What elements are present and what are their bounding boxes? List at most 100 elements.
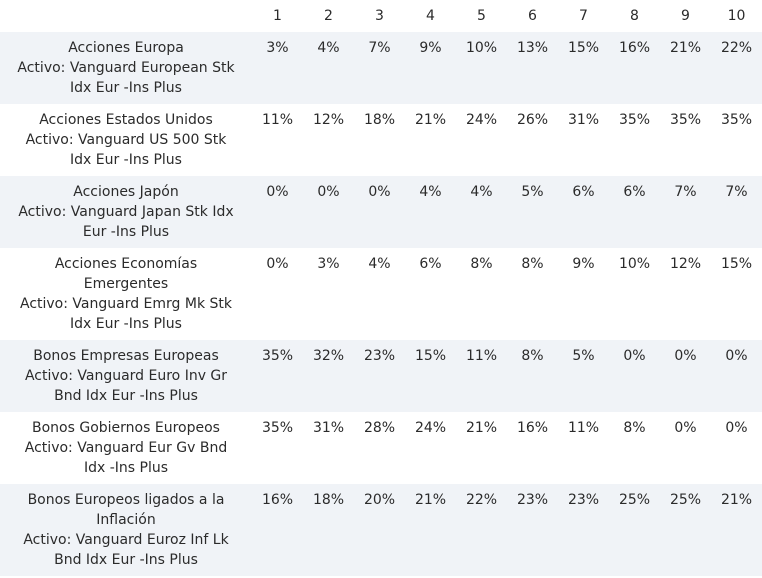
value-cell: 35% <box>252 340 303 412</box>
value-cell: 24% <box>414 420 447 436</box>
value-cell: 11% <box>456 340 507 412</box>
value-cell: 23% <box>507 484 558 576</box>
value-cell: 0% <box>674 420 697 436</box>
value-cell: 23% <box>354 340 405 412</box>
value-cell: 16% <box>609 32 660 104</box>
table-row: Acciones Japón Activo: Vanguard Japan Stk… <box>0 176 762 248</box>
value-cell: 0% <box>711 340 762 412</box>
value-cell: 16% <box>516 420 549 436</box>
column-header: 10 <box>727 8 746 24</box>
value-cell: 22% <box>711 32 762 104</box>
header-row: 1 2 3 4 5 6 7 8 9 10 <box>0 0 762 32</box>
value-cell: 21% <box>465 420 498 436</box>
value-cell: 26% <box>516 112 549 128</box>
value-cell: 4% <box>456 176 507 248</box>
asset-name: Acciones Economías Emergentes <box>54 256 198 292</box>
value-cell: 9% <box>405 32 456 104</box>
value-cell: 25% <box>609 484 660 576</box>
value-cell: 32% <box>303 340 354 412</box>
asset-name: Acciones Europa <box>68 40 184 56</box>
table-row: Bonos Europeos ligados a la Inflación Act… <box>0 484 762 576</box>
asset-fund: Activo: Vanguard Emrg Mk Stk Idx Eur -In… <box>19 296 232 332</box>
asset-cell: Acciones Japón Activo: Vanguard Japan Stk… <box>0 176 252 248</box>
value-cell: 31% <box>567 112 600 128</box>
value-cell: 28% <box>363 420 396 436</box>
header-corner <box>0 0 252 32</box>
value-cell: 0% <box>252 176 303 248</box>
table-row: Acciones Economías Emergentes Activo: Van… <box>0 248 762 340</box>
column-header: 1 <box>273 8 282 24</box>
value-cell: 7% <box>711 176 762 248</box>
value-cell: 15% <box>720 256 753 272</box>
value-cell: 8% <box>470 256 493 272</box>
value-cell: 3% <box>252 32 303 104</box>
value-cell: 12% <box>312 112 345 128</box>
column-header: 8 <box>630 8 639 24</box>
table-row: Bonos Empresas Europeas Activo: Vanguard … <box>0 340 762 412</box>
column-header: 5 <box>477 8 486 24</box>
value-cell: 0% <box>660 340 711 412</box>
value-cell: 9% <box>572 256 595 272</box>
asset-fund: Activo: Vanguard Japan Stk Idx Eur -Ins … <box>18 204 234 240</box>
asset-name: Acciones Japón <box>73 184 179 200</box>
value-cell: 8% <box>507 340 558 412</box>
value-cell: 18% <box>363 112 396 128</box>
value-cell: 7% <box>354 32 405 104</box>
value-cell: 5% <box>558 340 609 412</box>
value-cell: 35% <box>261 420 294 436</box>
value-cell: 5% <box>507 176 558 248</box>
value-cell: 18% <box>303 484 354 576</box>
asset-cell: Bonos Empresas Europeas Activo: Vanguard … <box>0 340 252 412</box>
table-row: Acciones Estados Unidos Activo: Vanguard … <box>0 104 762 176</box>
asset-name: Bonos Empresas Europeas <box>33 348 219 364</box>
value-cell: 35% <box>618 112 651 128</box>
value-cell: 8% <box>623 420 646 436</box>
column-header: 7 <box>579 8 588 24</box>
value-cell: 15% <box>405 340 456 412</box>
asset-cell: Bonos Gobiernos Europeos Activo: Vanguard… <box>0 412 252 484</box>
value-cell: 0% <box>303 176 354 248</box>
asset-cell: Acciones Economías Emergentes Activo: Van… <box>0 248 252 340</box>
value-cell: 6% <box>558 176 609 248</box>
value-cell: 15% <box>558 32 609 104</box>
value-cell: 23% <box>558 484 609 576</box>
value-cell: 21% <box>711 484 762 576</box>
asset-name: Bonos Gobiernos Europeos <box>32 420 220 436</box>
column-header: 2 <box>324 8 333 24</box>
column-header: 9 <box>681 8 690 24</box>
value-cell: 16% <box>252 484 303 576</box>
asset-fund: Activo: Vanguard US 500 Stk Idx Eur -Ins… <box>25 132 227 168</box>
table-row: Acciones Europa Activo: Vanguard European… <box>0 32 762 104</box>
value-cell: 0% <box>725 420 748 436</box>
value-cell: 21% <box>405 484 456 576</box>
value-cell: 21% <box>660 32 711 104</box>
value-cell: 4% <box>405 176 456 248</box>
column-header: 6 <box>528 8 537 24</box>
value-cell: 24% <box>465 112 498 128</box>
value-cell: 4% <box>303 32 354 104</box>
value-cell: 31% <box>312 420 345 436</box>
value-cell: 12% <box>669 256 702 272</box>
value-cell: 3% <box>317 256 340 272</box>
value-cell: 35% <box>669 112 702 128</box>
value-cell: 6% <box>609 176 660 248</box>
asset-name: Bonos Europeos ligados a la Inflación <box>27 492 225 528</box>
value-cell: 4% <box>368 256 391 272</box>
value-cell: 10% <box>618 256 651 272</box>
value-cell: 11% <box>261 112 294 128</box>
value-cell: 0% <box>266 256 289 272</box>
asset-fund: Activo: Vanguard Eur Gv Bnd Idx -Ins Plu… <box>24 440 228 476</box>
asset-cell: Acciones Estados Unidos Activo: Vanguard … <box>0 104 252 176</box>
value-cell: 0% <box>354 176 405 248</box>
asset-fund: Activo: Vanguard Euroz Inf Lk Bnd Idx Eu… <box>23 532 229 568</box>
value-cell: 8% <box>521 256 544 272</box>
asset-cell: Acciones Europa Activo: Vanguard European… <box>0 32 252 104</box>
value-cell: 10% <box>456 32 507 104</box>
value-cell: 22% <box>456 484 507 576</box>
column-header: 3 <box>375 8 384 24</box>
asset-fund: Activo: Vanguard European Stk Idx Eur -I… <box>17 60 235 96</box>
value-cell: 35% <box>720 112 753 128</box>
asset-fund: Activo: Vanguard Euro Inv Gr Bnd Idx Eur… <box>24 368 228 404</box>
column-header: 4 <box>426 8 435 24</box>
